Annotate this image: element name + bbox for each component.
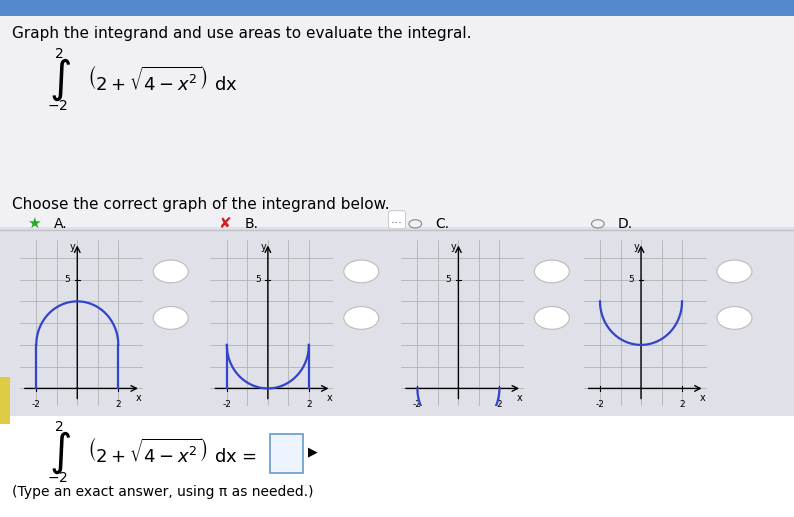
Text: 5: 5 xyxy=(255,275,260,284)
Text: A.: A. xyxy=(54,217,67,231)
Text: Choose the correct graph of the integrand below.: Choose the correct graph of the integran… xyxy=(12,196,390,212)
Text: x: x xyxy=(136,393,141,403)
Text: $\left(2+\sqrt{4-x^2}\right)$ dx =: $\left(2+\sqrt{4-x^2}\right)$ dx = xyxy=(87,438,257,467)
Text: ⊖: ⊖ xyxy=(165,311,176,325)
Text: 2: 2 xyxy=(496,400,503,409)
Text: 5: 5 xyxy=(64,275,70,284)
Text: $\left(2+\sqrt{4-x^2}\right)$ dx: $\left(2+\sqrt{4-x^2}\right)$ dx xyxy=(87,66,238,95)
Text: (Type an exact answer, using π as needed.): (Type an exact answer, using π as needed… xyxy=(12,485,314,499)
Text: 2: 2 xyxy=(115,400,121,409)
Text: C.: C. xyxy=(435,217,449,231)
Text: ⊕: ⊕ xyxy=(356,264,367,279)
Text: ▶: ▶ xyxy=(308,446,318,459)
Text: ✘: ✘ xyxy=(218,216,231,232)
Text: ⊕: ⊕ xyxy=(729,264,740,279)
Text: x: x xyxy=(700,393,705,403)
Text: 2: 2 xyxy=(55,47,64,62)
Text: ⊖: ⊖ xyxy=(729,311,740,325)
Text: 5: 5 xyxy=(628,275,634,284)
Text: x: x xyxy=(326,393,332,403)
Text: ...: ... xyxy=(391,213,403,226)
Text: -2: -2 xyxy=(413,400,422,409)
Text: -2: -2 xyxy=(596,400,604,409)
Text: y: y xyxy=(260,242,266,252)
Text: -2: -2 xyxy=(32,400,40,409)
Text: Graph the integrand and use areas to evaluate the integral.: Graph the integrand and use areas to eva… xyxy=(12,26,472,41)
Text: y: y xyxy=(70,242,75,252)
Text: $\int$: $\int$ xyxy=(48,57,71,103)
Text: $\int$: $\int$ xyxy=(48,429,71,476)
Text: 2: 2 xyxy=(306,400,312,409)
Text: ⊕: ⊕ xyxy=(546,264,557,279)
Text: $-2$: $-2$ xyxy=(47,471,67,485)
Text: 2: 2 xyxy=(679,400,685,409)
Text: ⊖: ⊖ xyxy=(546,311,557,325)
Text: 2: 2 xyxy=(55,419,64,434)
Text: $-2$: $-2$ xyxy=(47,99,67,113)
Text: y: y xyxy=(451,242,457,252)
Text: ⊕: ⊕ xyxy=(165,264,176,279)
Text: ⊖: ⊖ xyxy=(356,311,367,325)
Text: ★: ★ xyxy=(27,216,41,232)
Text: D.: D. xyxy=(618,217,633,231)
Text: 5: 5 xyxy=(445,275,451,284)
Text: x: x xyxy=(517,393,522,403)
Text: -2: -2 xyxy=(222,400,231,409)
Text: y: y xyxy=(634,242,639,252)
Text: B.: B. xyxy=(245,217,259,231)
